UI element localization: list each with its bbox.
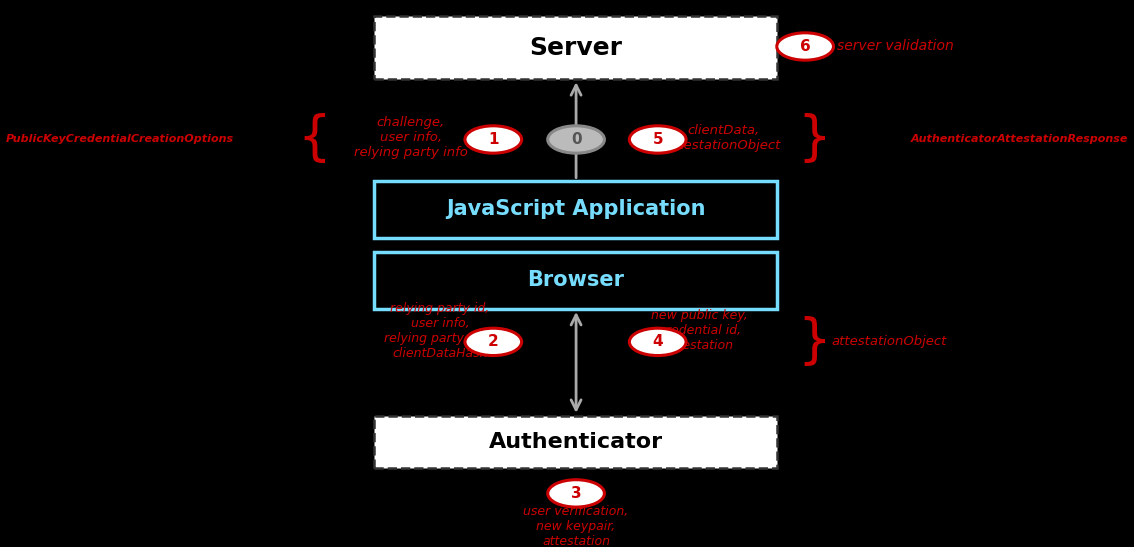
Text: Server: Server — [528, 36, 623, 60]
Text: 1: 1 — [488, 132, 499, 147]
Text: new public key,
credential id,
attestation: new public key, credential id, attestati… — [651, 310, 748, 352]
Circle shape — [629, 328, 686, 356]
Text: }: } — [797, 316, 831, 368]
Text: 4: 4 — [652, 334, 663, 350]
Text: Authenticator: Authenticator — [489, 432, 662, 452]
Text: {: { — [297, 113, 331, 166]
Circle shape — [465, 126, 522, 153]
Circle shape — [548, 480, 604, 507]
FancyBboxPatch shape — [374, 16, 777, 79]
Text: server validation: server validation — [837, 39, 954, 54]
FancyBboxPatch shape — [374, 252, 777, 309]
Text: 2: 2 — [488, 334, 499, 350]
Text: 0: 0 — [570, 132, 582, 147]
Text: }: } — [797, 113, 831, 166]
Text: 5: 5 — [652, 132, 663, 147]
Circle shape — [465, 328, 522, 356]
Text: 6: 6 — [799, 39, 811, 54]
Text: relying party id,
user info,
relying party info,
clientDataHash: relying party id, user info, relying par… — [384, 302, 496, 360]
Text: 3: 3 — [570, 486, 582, 501]
FancyBboxPatch shape — [374, 416, 777, 468]
Text: attestationObject: attestationObject — [831, 335, 947, 348]
Text: Browser: Browser — [527, 270, 624, 290]
Text: PublicKeyCredentialCreationOptions: PublicKeyCredentialCreationOptions — [6, 135, 234, 144]
Text: JavaScript Application: JavaScript Application — [446, 199, 705, 219]
Text: AuthenticatorAttestationResponse: AuthenticatorAttestationResponse — [911, 135, 1128, 144]
Text: challenge,
user info,
relying party info: challenge, user info, relying party info — [354, 117, 467, 159]
Text: user verification,
new keypair,
attestation: user verification, new keypair, attestat… — [524, 505, 628, 547]
Circle shape — [629, 126, 686, 153]
Text: clientData,
attestationObject: clientData, attestationObject — [666, 124, 781, 152]
Circle shape — [777, 33, 833, 60]
Circle shape — [548, 126, 604, 153]
FancyBboxPatch shape — [374, 181, 777, 238]
